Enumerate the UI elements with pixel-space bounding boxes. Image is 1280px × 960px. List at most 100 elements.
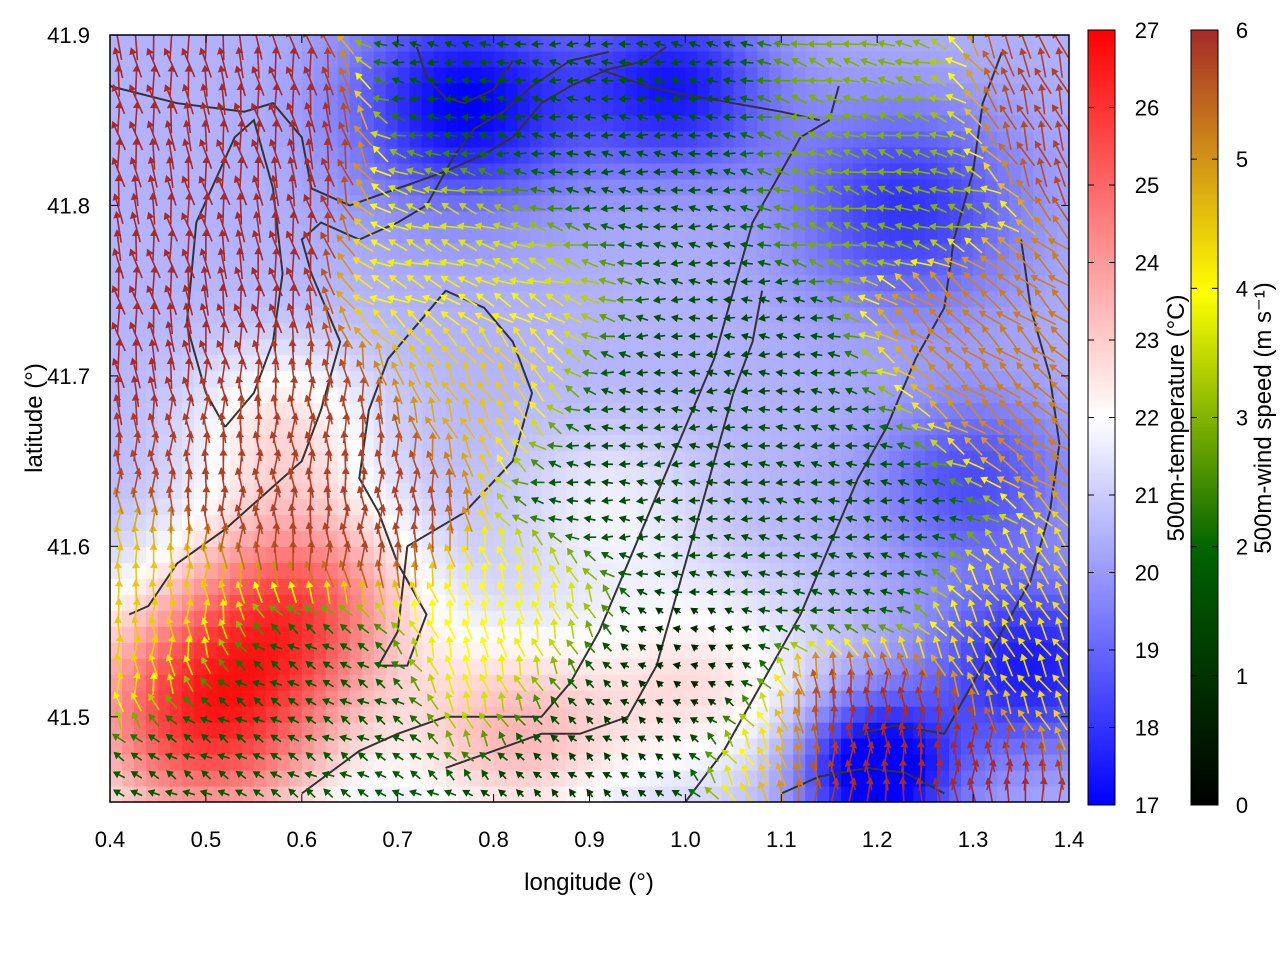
heat-cell (553, 482, 567, 499)
heat-cell (241, 178, 255, 196)
heat-cell (349, 546, 363, 563)
heat-cell (385, 610, 399, 627)
heat-cell (589, 418, 603, 436)
heat-cell (481, 210, 495, 228)
heat-cell (697, 674, 710, 691)
heat-cell (205, 418, 219, 436)
heat-cell (385, 242, 399, 260)
heat-cell (397, 674, 411, 691)
heat-cell (469, 434, 483, 452)
heat-cell (325, 514, 339, 531)
heat-cell (349, 146, 363, 164)
heat-cell (337, 738, 351, 755)
heat-cell (529, 658, 543, 675)
heat-cell (373, 722, 387, 739)
heat-cell (277, 450, 291, 468)
heat-cell (193, 114, 207, 132)
heat-cell (637, 738, 651, 755)
heat-cell (349, 402, 363, 420)
heat-cell (781, 594, 794, 611)
heat-cell (157, 594, 171, 611)
heat-cell (169, 402, 183, 420)
heat-cell (457, 738, 471, 755)
heat-cell (121, 178, 135, 196)
heat-cell (517, 338, 531, 356)
heat-cell (793, 786, 806, 802)
heat-cell (205, 642, 219, 659)
heat-cell (157, 66, 171, 84)
heat-cell (481, 194, 495, 212)
heat-cell (469, 578, 483, 595)
heat-cell (133, 754, 147, 771)
heat-cell (505, 610, 519, 627)
heat-cell (433, 690, 447, 707)
heat-cell (517, 322, 531, 340)
heat-cell (193, 514, 207, 531)
heat-cell (481, 306, 495, 324)
heat-cell (241, 50, 255, 68)
heat-cell (241, 35, 255, 52)
heat-cell (457, 194, 471, 212)
heat-cell (277, 642, 291, 659)
heat-cell (433, 434, 447, 452)
heat-cell (817, 354, 830, 372)
heat-cell (781, 466, 794, 484)
heat-cell (625, 354, 639, 372)
heat-cell (301, 402, 315, 420)
wind-arrow-shaft (135, 568, 138, 587)
heat-cell (289, 690, 303, 707)
heat-cell (313, 674, 327, 691)
heat-cell (313, 482, 327, 499)
heat-cell (361, 306, 375, 324)
heat-cell (289, 674, 303, 691)
heat-cell (409, 290, 423, 308)
heat-cell (625, 594, 639, 611)
heat-cell (541, 610, 555, 627)
heat-cell (229, 514, 243, 531)
heat-cell (505, 498, 519, 515)
heat-cell (313, 690, 327, 707)
heat-cell (397, 786, 411, 802)
heat-cell (205, 498, 219, 515)
heat-cell (193, 562, 207, 579)
heat-cell (265, 754, 279, 771)
heat-cell (205, 722, 219, 739)
heat-cell (937, 178, 950, 196)
heat-cell (145, 706, 159, 723)
heat-cell (385, 418, 399, 436)
heat-cell (661, 114, 675, 132)
heat-cell (313, 354, 327, 372)
heat-cell (469, 530, 483, 547)
heat-cell (589, 146, 603, 164)
heat-cell (1057, 130, 1069, 148)
heat-cell (445, 98, 459, 116)
heat-cell (937, 226, 950, 244)
heat-cell (457, 546, 471, 563)
heat-cell (541, 35, 555, 52)
wind-arrow-shaft (222, 126, 225, 152)
heat-cell (685, 610, 698, 627)
heat-cell (1057, 98, 1069, 116)
wind-arrow-shaft (152, 678, 155, 695)
heat-cell (133, 738, 147, 755)
heat-cell (157, 386, 171, 404)
heat-cell (385, 434, 399, 452)
heat-cell (661, 50, 675, 68)
heat-cell (493, 642, 507, 659)
heat-cell (421, 498, 435, 515)
heat-cell (589, 530, 603, 547)
heat-cell (289, 35, 303, 52)
heat-cell (325, 674, 339, 691)
heat-cell (145, 738, 159, 755)
heat-cell (481, 738, 495, 755)
heat-cell (289, 626, 303, 643)
heat-cell (349, 610, 363, 627)
heat-cell (817, 674, 830, 691)
heat-cell (325, 738, 339, 755)
heat-cell (205, 130, 219, 148)
heat-cell (241, 578, 255, 595)
heat-cell (229, 162, 243, 180)
heat-cell (889, 370, 902, 388)
heat-cell (277, 402, 291, 420)
